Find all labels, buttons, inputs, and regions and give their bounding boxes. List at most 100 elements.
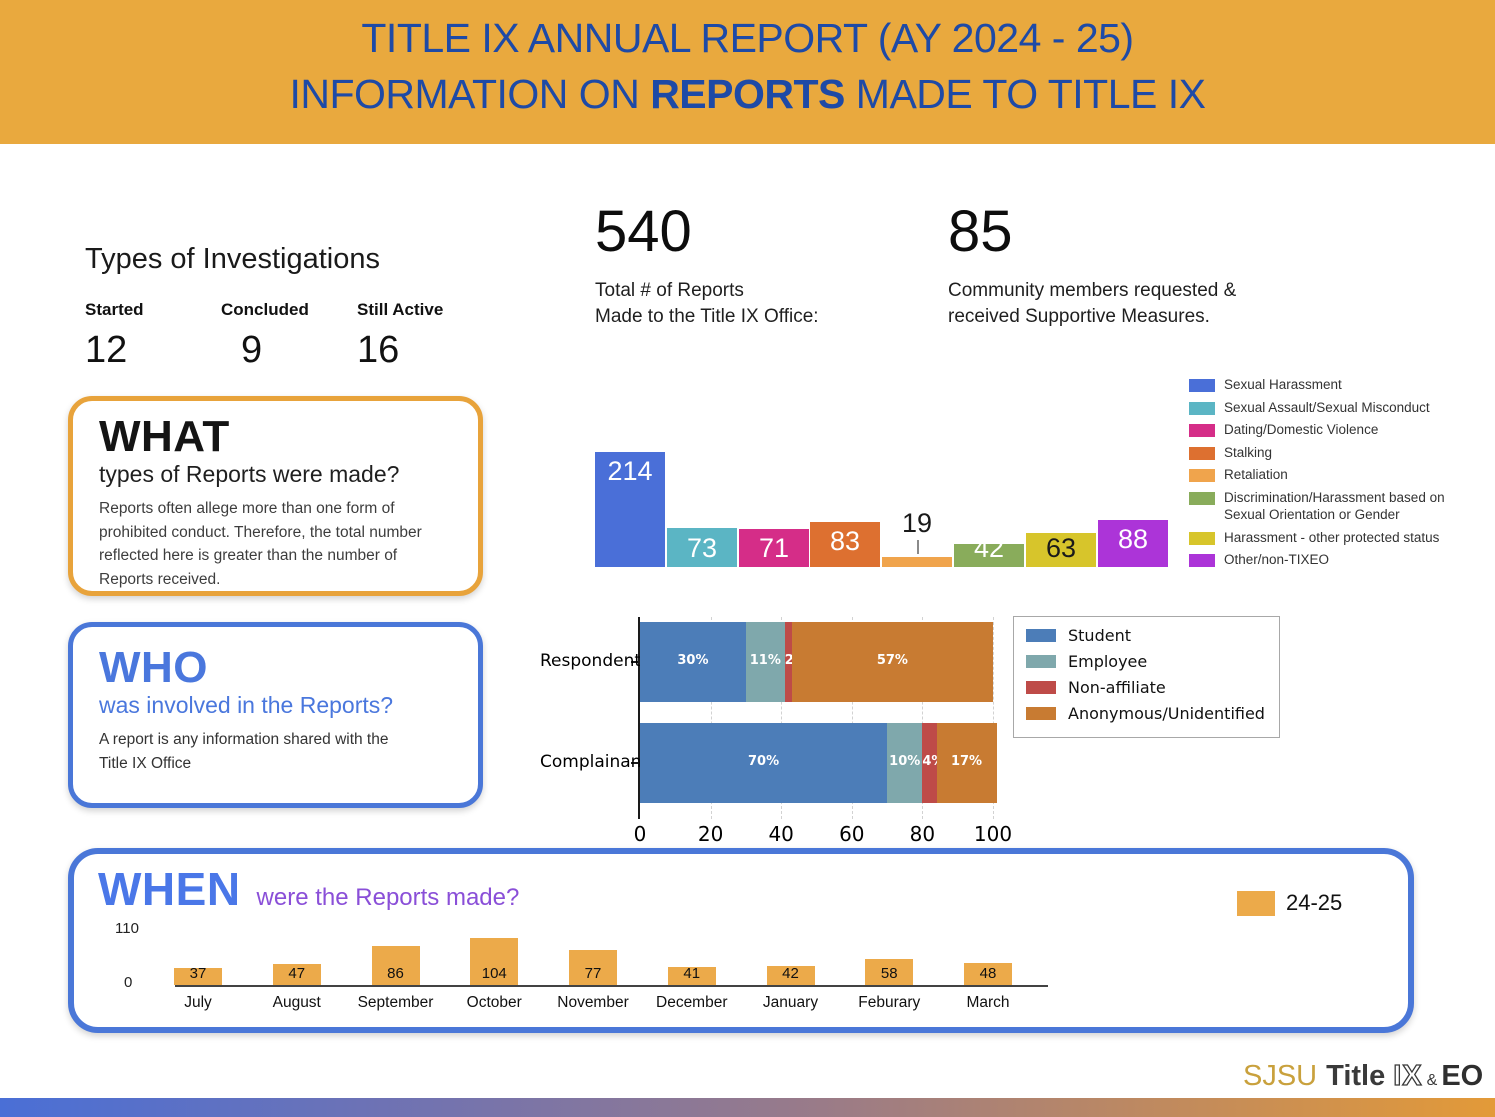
segment-percent-label: 10% (889, 754, 921, 769)
report-type-value-label: 71 (758, 533, 790, 563)
segment-percent-label: 57% (876, 653, 908, 668)
who-chart-legend: Student Employee Non-affiliate Anonymous/Un… (1013, 616, 1280, 738)
who-card-subtitle: was involved in the Reports? (99, 692, 394, 719)
stacked-segment (791, 622, 993, 702)
supportive-measures-caption-line2: received Supportive Measures. (948, 305, 1210, 327)
stacked-segment (640, 622, 746, 702)
legend-label: Student (1068, 626, 1131, 645)
started-label: Started (85, 300, 144, 319)
x-tick-label: 80 (909, 822, 936, 846)
report-types-legend: Sexual Harassment Sexual Assault/Sexual M… (1189, 376, 1491, 574)
legend-item: Stalking (1189, 444, 1491, 462)
legend-item: Sexual Harassment (1189, 376, 1491, 394)
x-tick-label: 20 (697, 822, 724, 846)
when-legend: 24-25 (1237, 890, 1342, 916)
legend-label: Harassment - other protected status (1224, 529, 1440, 545)
stacked-segment (784, 622, 792, 702)
y-axis-tick (631, 661, 638, 663)
month-label: December (656, 994, 728, 1011)
legend-label: Stalking (1224, 444, 1273, 460)
legend-item: Employee (1026, 652, 1265, 671)
gridline-vertical (922, 617, 924, 819)
month-bar (667, 967, 716, 985)
month-label: September (357, 994, 434, 1011)
report-types-bar-chart: 214 73 71 83 19 42 63 88 (595, 440, 1175, 567)
legend-swatch (1189, 401, 1215, 415)
legend-item: Retaliation (1189, 466, 1491, 484)
header-line-1: TITLE IX ANNUAL REPORT (AY 2024 - 25) (361, 15, 1134, 61)
legend-swatch (1189, 379, 1215, 392)
header-line2-bold: REPORTS (650, 71, 845, 117)
logo-eo: EO (1441, 1060, 1484, 1092)
who-card-body: A report is any information shared with … (99, 731, 389, 772)
month-label: Feburary (858, 994, 921, 1011)
when-card-header: WHEN were the Reports made? (98, 862, 519, 916)
gridline-vertical (710, 617, 712, 819)
month-bar-value: 48 (979, 965, 997, 982)
legend-swatch (1026, 629, 1056, 642)
legend-label: Sexual Harassment (1224, 377, 1342, 392)
logo-title: Title (1326, 1060, 1386, 1092)
legend-item: Other/non-TIXEO (1189, 551, 1491, 569)
what-card-title: WHAT (99, 412, 230, 461)
logo-ampersand: & (1426, 1072, 1438, 1089)
segment-percent-label: 2% (785, 653, 807, 668)
x-tick-label: 100 (973, 822, 1013, 846)
supportive-measures-caption-line1: Community members requested & (948, 280, 1237, 301)
month-label: August (272, 994, 321, 1011)
investigations-still-active: Still Active 16 (357, 300, 493, 372)
total-reports-stat: 540 Total # of Reports Made to the Title… (595, 203, 819, 329)
legend-swatch (1189, 469, 1215, 483)
when-legend-label: 24-25 (1286, 890, 1343, 915)
stacked-segment (936, 723, 997, 803)
legend-item: Non-affiliate (1026, 678, 1265, 697)
report-type-bar (954, 544, 1024, 567)
total-reports-value: 540 (595, 199, 692, 264)
legend-label: Employee (1068, 652, 1148, 671)
month-bar (470, 938, 519, 985)
x-tick-label: 40 (768, 822, 794, 846)
segment-percent-label: 17% (950, 754, 983, 769)
started-value: 12 (85, 329, 128, 371)
when-legend-swatch (1237, 890, 1275, 916)
concluded-label: Concluded (221, 300, 309, 319)
report-type-value-label: 83 (829, 526, 861, 556)
still-active-label: Still Active (357, 300, 444, 319)
month-label: July (184, 994, 212, 1011)
report-type-value-label: 73 (686, 533, 718, 563)
legend-swatch (1026, 655, 1056, 668)
header-banner: TITLE IX ANNUAL REPORT (AY 2024 - 25) IN… (0, 0, 1495, 144)
supportive-measures-stat: 85 Community members requested & receive… (948, 203, 1236, 329)
legend-swatch (1189, 491, 1215, 505)
month-bar (272, 964, 321, 985)
row-label: Respondents (540, 651, 650, 671)
logo-sjsu: SJSU (1243, 1060, 1318, 1092)
month-bar-value: 42 (782, 965, 799, 982)
month-label: October (466, 994, 522, 1011)
month-bar (371, 946, 420, 985)
legend-item: Sexual Assault/Sexual Misconduct (1189, 399, 1491, 417)
total-reports-caption-line1: Total # of Reports (595, 280, 744, 301)
who-card: WHO was involved in the Reports? A repor… (68, 622, 483, 808)
month-bar (964, 963, 1012, 985)
what-card-body: Reports often allege more than one form … (99, 500, 422, 588)
gridline-vertical (993, 617, 994, 819)
still-active-value: 16 (357, 329, 400, 371)
investigations-concluded: Concluded 9 (221, 300, 357, 372)
report-type-value-label: 63 (1045, 533, 1077, 563)
month-bar (865, 959, 914, 985)
total-reports-caption-line2: Made to the Title IX Office: (595, 305, 819, 327)
legend-label: Dating/Domestic Violence (1224, 422, 1379, 438)
month-bar-value: 86 (387, 965, 404, 982)
when-card-subtitle: were the Reports made? (256, 884, 520, 911)
month-bar (766, 966, 815, 985)
who-involved-stacked-chart: Respondents 30% 11% 2% 57% Complainants 70% 10%… (540, 610, 1280, 848)
investigations-started: Started 12 (85, 300, 221, 372)
legend-item: Harassment - other protected status (1189, 529, 1491, 547)
when-reports-bar-chart: 110 0 37 July 47 August 86 September 104 October 7… (74, 854, 1408, 1027)
legend-label: Anonymous/Unidentified (1068, 704, 1265, 723)
sjsu-titleix-eo-logo: SJSU Title IX & EO (1243, 1059, 1484, 1093)
who-card-title: WHO (99, 643, 209, 692)
month-bar-value: 47 (288, 965, 306, 982)
